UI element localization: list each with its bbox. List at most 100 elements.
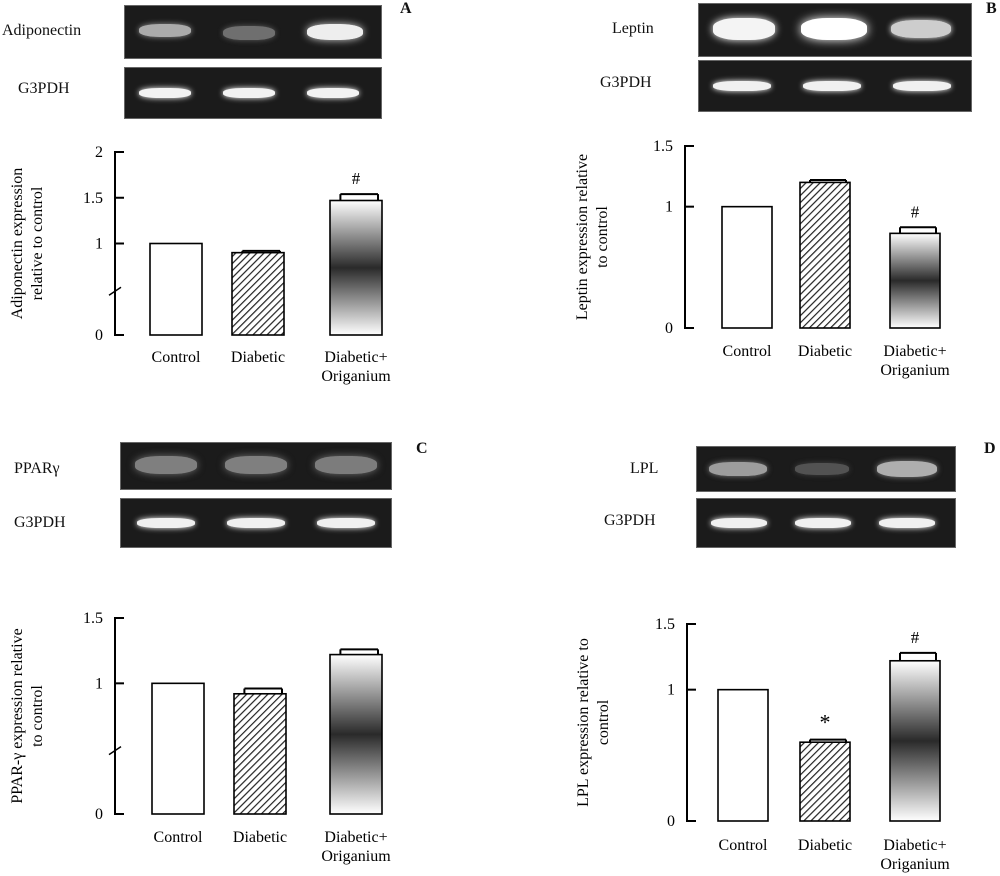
x-category-label: Diabetic <box>233 829 287 846</box>
y-tick-label: 1 <box>95 675 103 692</box>
gel-band <box>795 463 849 475</box>
bar-chart: 0 1 1.5 Control * Diabetic # Diabetic+ Origanium… <box>575 616 950 873</box>
bar-chart: 0 1 1.5 Control Diabetic # Diabetic+ Origanium L… <box>574 138 950 379</box>
y-tick-label: 1.5 <box>83 610 103 627</box>
x-category-label: Diabetic <box>798 343 852 360</box>
gel-band <box>317 518 375 528</box>
x-category-label: Origanium <box>321 848 391 865</box>
gel-label-bottom: G3PDH <box>600 74 652 91</box>
gel-band <box>879 518 935 528</box>
gel-band <box>709 462 767 476</box>
gel-label-bottom: G3PDH <box>14 514 66 531</box>
x-category-label: Diabetic+ <box>324 829 387 846</box>
panel-b: B Leptin G3PDH 0 1 1.5 Control Diabetic # Diab… <box>500 0 1000 438</box>
bar <box>721 205 773 329</box>
y-tick-label: 0 <box>95 806 103 823</box>
y-axis-label: Adiponectin expression <box>9 168 26 320</box>
bar <box>231 251 285 336</box>
gel-image-top <box>698 3 972 57</box>
panel-c: C PPARγ G3PDH 0 1 1.5 Control Diabetic Diabet… <box>0 438 500 876</box>
y-axis-label: control <box>595 699 612 745</box>
significance-label: # <box>352 169 361 188</box>
bar <box>151 682 205 815</box>
panel-a: A Adiponectin G3PDH 0 1 1.5 2 Control Diabeti… <box>0 0 500 438</box>
x-category-label: Origanium <box>880 856 950 873</box>
gel-image-bottom <box>698 60 972 112</box>
bar <box>329 653 383 815</box>
bar <box>889 232 941 329</box>
gel-band <box>713 18 775 40</box>
y-tick-label: 1.5 <box>653 138 673 155</box>
y-tick-label: 0 <box>95 327 103 344</box>
bar-chart: 0 1 1.5 2 Control Diabetic # Diabetic+ Origanium… <box>9 144 391 385</box>
bar-chart: 0 1 1.5 Control Diabetic Diabetic+ Origanium PP… <box>9 610 391 865</box>
gel-band <box>227 518 285 528</box>
gel-band <box>139 24 191 37</box>
gel-image-top <box>124 5 382 59</box>
significance-label: * <box>820 710 831 735</box>
gel-label-top: PPARγ <box>14 460 60 477</box>
significance-label: # <box>911 628 920 647</box>
x-category-label: Control <box>723 343 772 360</box>
y-axis-label: LPL expression relative to <box>575 638 592 807</box>
y-tick-label: 1 <box>665 199 673 216</box>
panel-label: B <box>986 0 997 17</box>
y-tick-label: 1.5 <box>655 616 675 633</box>
bar <box>233 692 287 815</box>
gel-band <box>893 81 951 91</box>
gel-band <box>711 518 767 528</box>
panel-label: C <box>416 440 428 457</box>
x-category-label: Control <box>719 837 768 854</box>
gel-band <box>803 81 861 91</box>
gel-band <box>801 18 867 40</box>
gel-band <box>225 456 287 474</box>
bar <box>329 199 383 336</box>
gel-label-bottom: G3PDH <box>18 80 70 97</box>
x-category-label: Origanium <box>321 368 391 385</box>
bar <box>889 659 941 822</box>
y-axis-label: Leptin expression relative <box>574 154 591 320</box>
gel-image-bottom <box>124 67 382 119</box>
gel-band <box>223 26 275 40</box>
gel-band <box>223 88 275 98</box>
gel-label-top: Adiponectin <box>2 22 82 39</box>
gel-band <box>877 461 937 477</box>
gel-band <box>713 81 771 91</box>
panel-d: D LPL G3PDH 0 1 1.5 Control * Diabetic # Diabet… <box>500 438 1000 876</box>
axis-break <box>108 746 122 756</box>
y-axis-label: to control <box>29 685 46 747</box>
y-axis-label: to control <box>594 206 611 268</box>
x-category-label: Diabetic+ <box>883 837 946 854</box>
gel-label-top: LPL <box>630 460 659 477</box>
gel-image-top <box>696 446 956 492</box>
x-category-label: Origanium <box>880 362 950 379</box>
y-tick-label: 2 <box>95 144 103 161</box>
gel-band <box>307 24 363 40</box>
y-tick-label: 1.5 <box>83 190 103 207</box>
y-axis-label: PPAR-γ expression relative <box>9 628 26 803</box>
y-tick-label: 1 <box>667 682 675 699</box>
gel-band <box>891 20 951 38</box>
gel-image-top <box>120 442 392 490</box>
gel-band <box>135 456 197 474</box>
gel-band <box>307 88 359 98</box>
gel-band <box>137 518 195 528</box>
gel-band <box>139 88 191 98</box>
x-category-label: Control <box>154 829 203 846</box>
bar <box>799 741 851 822</box>
x-category-label: Diabetic+ <box>324 349 387 366</box>
gel-label-bottom: G3PDH <box>604 512 656 529</box>
x-category-label: Diabetic+ <box>883 343 946 360</box>
axis-break <box>108 286 122 296</box>
bar <box>717 688 769 822</box>
bar <box>799 181 851 329</box>
y-tick-label: 0 <box>667 813 675 830</box>
gel-label-top: Leptin <box>612 20 654 37</box>
bar <box>149 242 203 336</box>
gel-image-bottom <box>696 498 956 548</box>
panel-label: A <box>400 0 412 17</box>
x-category-label: Diabetic <box>798 837 852 854</box>
gel-band <box>795 518 851 528</box>
panel-label: D <box>984 440 996 457</box>
y-axis-label: relative to control <box>29 186 46 300</box>
